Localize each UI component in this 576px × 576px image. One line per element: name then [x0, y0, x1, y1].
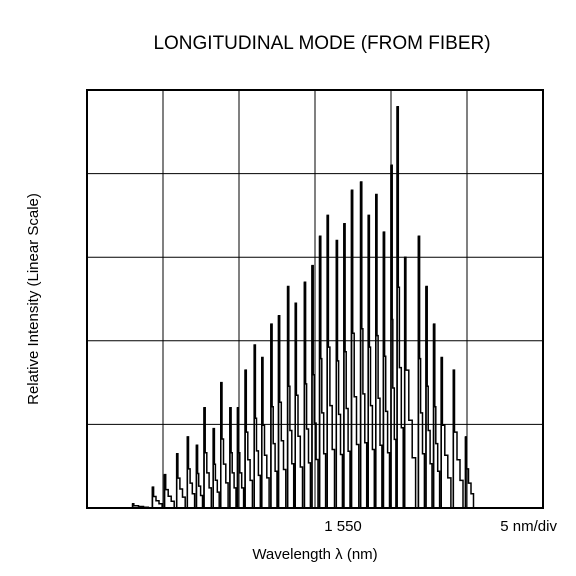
- y-axis-label: Relative Intensity (Linear Scale): [25, 193, 42, 405]
- plot-frame: [86, 89, 544, 509]
- peak-markers: [131, 106, 467, 508]
- spectrum-trace: [122, 105, 475, 509]
- chart-title: LONGITUDINAL MODE (FROM FIBER): [153, 33, 490, 54]
- x-tick-1550: 1 550: [324, 518, 362, 535]
- scale-label: 5 nm/div: [500, 518, 557, 535]
- x-axis-label: Wavelength λ (nm): [252, 546, 377, 563]
- grid: [87, 90, 543, 508]
